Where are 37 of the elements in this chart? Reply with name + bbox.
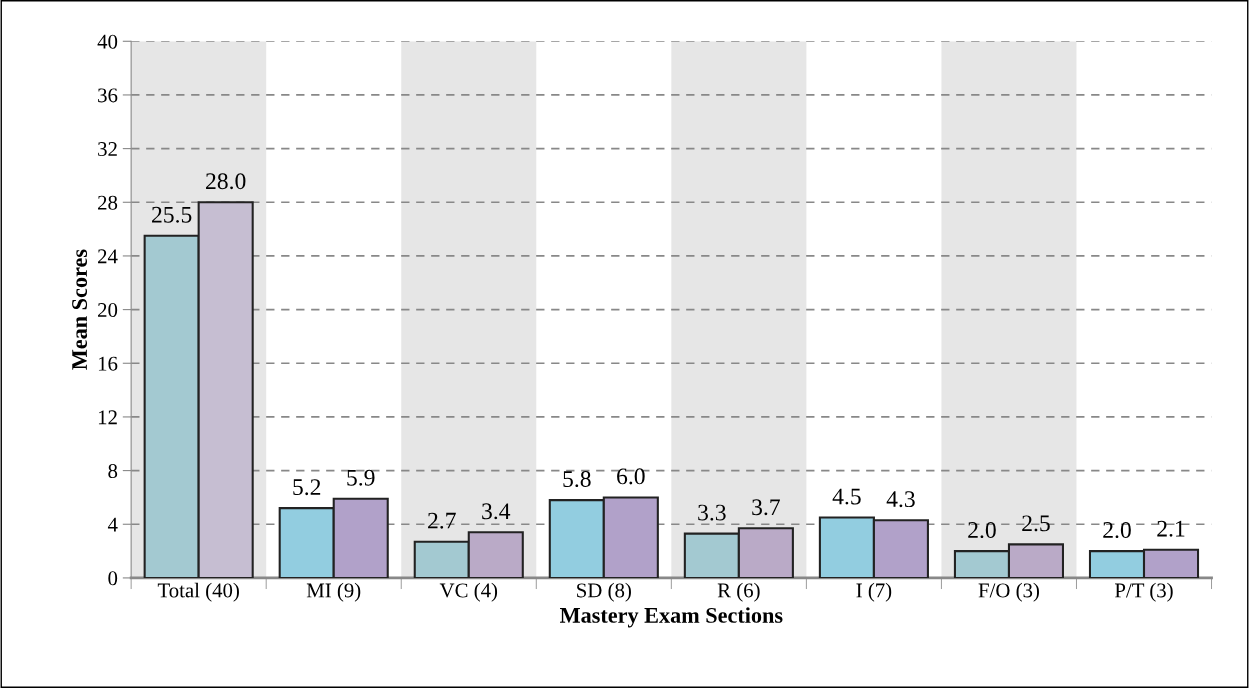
y-tick-label: 0 <box>108 571 118 586</box>
data-label: 28.0 <box>206 173 246 190</box>
data-label: 4.3 <box>886 491 915 508</box>
y-tick-label: 28 <box>98 195 118 210</box>
data-label: 3.7 <box>752 499 780 516</box>
data-label: 2.7 <box>428 512 456 529</box>
y-tick-label: 24 <box>98 249 118 264</box>
data-label: 2.0 <box>968 522 996 539</box>
x-tick-label: R (6) <box>717 582 760 602</box>
x-tick-label: SD (8) <box>577 582 631 602</box>
y-tick-label: 20 <box>98 302 118 318</box>
data-label: 5.9 <box>347 469 375 486</box>
x-axis-title: Mastery Exam Sections <box>560 607 783 628</box>
data-label: 25.5 <box>152 206 192 223</box>
y-tick-label: 40 <box>97 34 118 49</box>
y-tick-label: 36 <box>98 88 118 103</box>
data-label: 3.4 <box>482 503 511 520</box>
data-label: 2.0 <box>1103 522 1131 539</box>
x-tick-label: Total (40) <box>157 582 239 602</box>
data-label: 4.5 <box>832 488 861 505</box>
y-tick-label: 16 <box>98 356 118 371</box>
data-label: 5.2 <box>293 479 321 496</box>
data-label: 5.8 <box>563 471 591 488</box>
y-tick-label: 12 <box>98 410 117 425</box>
y-axis-title: Mean Scores <box>72 249 88 370</box>
y-tick-label: 4 <box>107 517 118 532</box>
y-tick-label: 8 <box>108 463 118 479</box>
x-tick-label: F/O (3) <box>978 582 1039 602</box>
data-label: 6.0 <box>617 468 645 485</box>
x-tick-label: MI (9) <box>306 582 361 602</box>
data-label: 2.5 <box>1022 515 1050 532</box>
y-tick-label: 32 <box>98 142 117 157</box>
data-label: 3.3 <box>698 504 726 521</box>
x-tick-label: P/T (3) <box>1114 582 1173 602</box>
x-tick-label: VC (4) <box>439 582 498 602</box>
data-label: 2.1 <box>1157 520 1185 537</box>
x-tick-label: I (7) <box>856 582 892 602</box>
